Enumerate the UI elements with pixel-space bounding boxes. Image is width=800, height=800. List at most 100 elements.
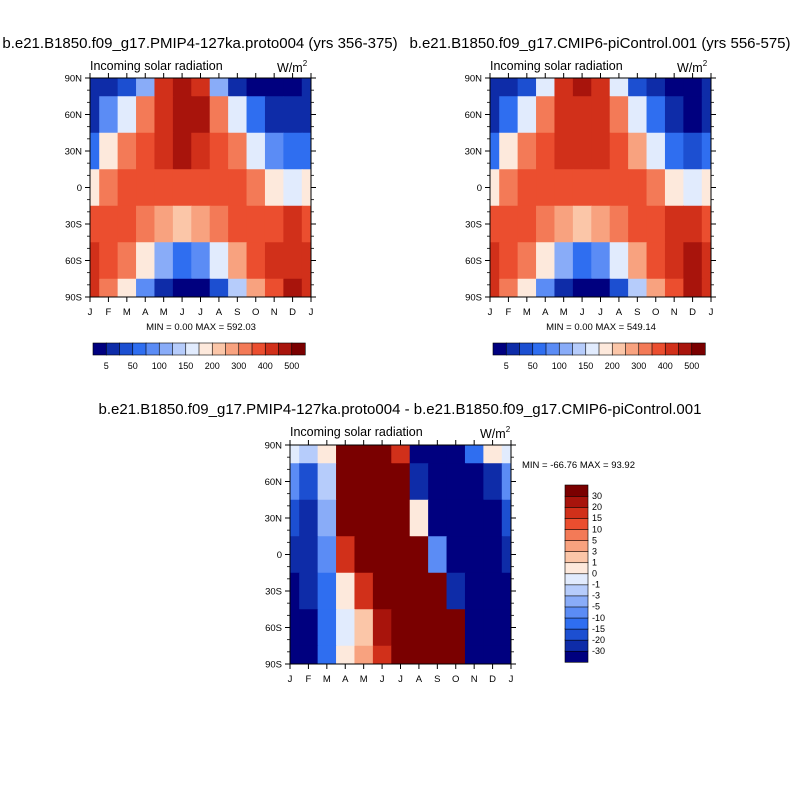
colorbar-swatch	[505, 342, 521, 356]
units-sup: 2	[703, 59, 708, 68]
heatmap-cell	[464, 609, 484, 647]
heatmap-cell	[628, 205, 648, 243]
units-label: W/m2	[277, 59, 308, 75]
colorbar-swatch	[564, 528, 589, 541]
heatmap-cell	[154, 278, 174, 297]
colorbar-swatch	[264, 342, 280, 356]
colorbar-label: 10	[592, 524, 602, 534]
y-tick-label: 30S	[265, 587, 282, 598]
heatmap-cell	[464, 572, 484, 610]
panel-title: b.e21.B1850.f09_g17.PMIP4-127ka.proto004…	[99, 401, 702, 418]
heatmap-cell	[283, 278, 303, 297]
heatmap-cell	[483, 463, 503, 501]
heatmap-cell	[299, 645, 319, 664]
heatmap-cell	[209, 78, 229, 97]
colorbar-swatch	[558, 342, 574, 356]
heatmap-cell	[336, 445, 356, 464]
heatmap-cell	[446, 572, 466, 610]
x-tick-label: O	[252, 307, 259, 318]
heatmap-cell	[228, 242, 248, 280]
heatmap-cell	[501, 609, 511, 647]
y-tick-label: 90S	[65, 293, 82, 304]
colorbar-label: 5	[104, 361, 109, 371]
colorbar-swatch	[664, 342, 680, 356]
y-tick-label: 60S	[265, 623, 282, 634]
heatmap-cell	[90, 132, 100, 170]
stats-label: MIN = -66.76 MAX = 93.92	[522, 460, 635, 471]
y-tick-label: 30N	[465, 147, 483, 158]
heatmap-cell	[191, 278, 211, 297]
heatmap-cell	[464, 445, 484, 464]
units-base: W/m	[677, 61, 703, 75]
heatmap-cell	[136, 132, 156, 170]
colorbar-label: 5	[504, 361, 509, 371]
colorbar-label: 500	[284, 361, 299, 371]
heatmap-cell	[483, 536, 503, 574]
heatmap-cell	[646, 132, 666, 170]
heatmap-cell	[264, 278, 284, 297]
x-tick-label: M	[560, 307, 568, 318]
panel-127ka: b.e21.B1850.f09_g17.PMIP4-127ka.proto004…	[2, 35, 397, 371]
colorbar-label: 400	[258, 361, 273, 371]
heatmap-cell	[391, 609, 411, 647]
y-tick-label: 60N	[65, 110, 83, 121]
x-tick-label: A	[216, 307, 223, 318]
heatmap-cell	[554, 205, 574, 243]
heatmap-cell	[154, 96, 174, 134]
heatmap-cell	[499, 205, 519, 243]
heatmap-cell	[246, 205, 266, 243]
colorbar-swatch	[564, 573, 589, 586]
heatmap-cell	[591, 96, 611, 134]
x-tick-label: S	[434, 674, 440, 685]
x-tick-label: D	[689, 307, 696, 318]
x-tick-label: O	[652, 307, 659, 318]
heatmap-cell	[372, 572, 392, 610]
x-tick-label: N	[271, 307, 278, 318]
heatmap-cell	[572, 78, 592, 97]
panel-title: b.e21.B1850.f09_g17.CMIP6-piControl.001 …	[409, 35, 790, 52]
heatmap-cell	[517, 132, 537, 170]
heatmap-cell	[517, 278, 537, 297]
heatmap-cell	[464, 463, 484, 501]
heatmap-cell	[409, 572, 429, 610]
heatmap-cell	[90, 278, 100, 297]
colorbar-label: -15	[592, 624, 605, 634]
heatmap-cell	[701, 132, 711, 170]
heatmap-cell	[609, 132, 629, 170]
heatmap-cell	[490, 242, 500, 280]
x-tick-label: J	[288, 674, 293, 685]
colorbar-swatch	[564, 562, 589, 575]
heatmap-cell	[99, 242, 119, 280]
heatmap-cell	[99, 78, 119, 97]
stats-label: MIN = 0.00 MAX = 549.14	[546, 322, 656, 333]
x-tick-label: J	[709, 307, 714, 318]
colorbar-label: -3	[592, 591, 600, 601]
colorbar-swatch	[564, 628, 589, 641]
heatmap-cell	[246, 169, 266, 207]
heatmap-cell	[646, 78, 666, 97]
heatmap-cell	[446, 645, 466, 664]
heatmap-cell	[501, 572, 511, 610]
heatmap-cell	[136, 78, 156, 97]
heatmap-cell	[264, 96, 284, 134]
y-tick-label: 30N	[265, 514, 283, 525]
heatmap-cell	[464, 536, 484, 574]
colorbar-label: 400	[658, 361, 673, 371]
colorbar-swatch	[519, 342, 534, 356]
heatmap-cell	[591, 78, 611, 97]
heatmap-cell	[317, 645, 337, 664]
heatmap-cell	[499, 78, 519, 97]
field-label: Incoming solar radiation	[90, 59, 223, 73]
heatmap-cell	[664, 169, 684, 207]
colorbar-label: 3	[592, 546, 597, 556]
heatmap-cell	[409, 463, 429, 501]
units-base: W/m	[277, 61, 303, 75]
heatmap-cell	[246, 78, 266, 97]
colorbar-label: 100	[152, 361, 167, 371]
colorbar-swatch	[564, 506, 589, 519]
x-tick-label: J	[198, 307, 203, 318]
y-tick-label: 60N	[265, 477, 283, 488]
x-tick-label: O	[452, 674, 459, 685]
